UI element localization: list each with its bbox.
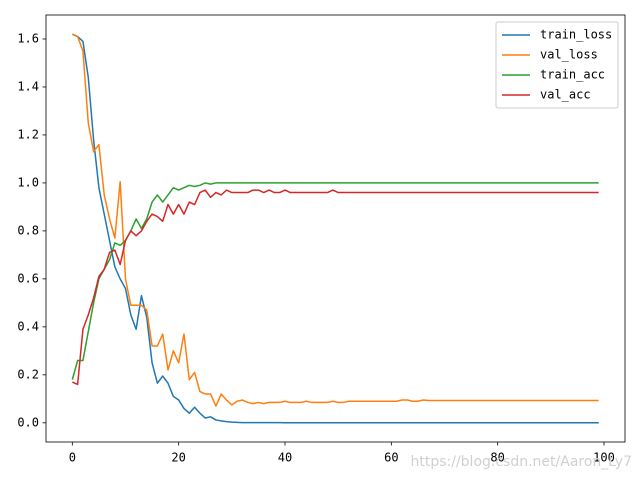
legend-label: train_acc xyxy=(540,68,605,82)
y-tick-label: 1.2 xyxy=(17,127,39,141)
legend-label: train_loss xyxy=(540,28,612,42)
x-tick-label: 100 xyxy=(593,451,615,465)
legend-label: val_acc xyxy=(540,88,591,102)
legend-label: val_loss xyxy=(540,48,598,62)
x-tick-label: 80 xyxy=(490,451,504,465)
y-tick-label: 0.2 xyxy=(17,367,39,381)
y-tick-label: 0.6 xyxy=(17,271,39,285)
x-tick-label: 40 xyxy=(278,451,292,465)
series-line xyxy=(72,33,599,407)
series-line xyxy=(72,189,599,386)
x-tick-label: 0 xyxy=(69,451,76,465)
y-tick-label: 0.8 xyxy=(17,223,39,237)
y-tick-label: 0.4 xyxy=(17,319,39,333)
series-line xyxy=(71,182,599,380)
series-line xyxy=(72,33,599,424)
y-tick-label: 1.6 xyxy=(17,31,39,45)
watermark: https://blog.csdn.net/Aaron_Ly7 xyxy=(410,454,632,470)
plot-frame xyxy=(45,14,626,443)
y-tick-label: 0.0 xyxy=(17,415,39,429)
x-tick-label: 60 xyxy=(384,451,398,465)
y-tick-label: 1.0 xyxy=(17,175,39,189)
legend-box xyxy=(495,21,619,109)
x-tick-label: 20 xyxy=(171,451,185,465)
y-tick-label: 1.4 xyxy=(17,79,39,93)
